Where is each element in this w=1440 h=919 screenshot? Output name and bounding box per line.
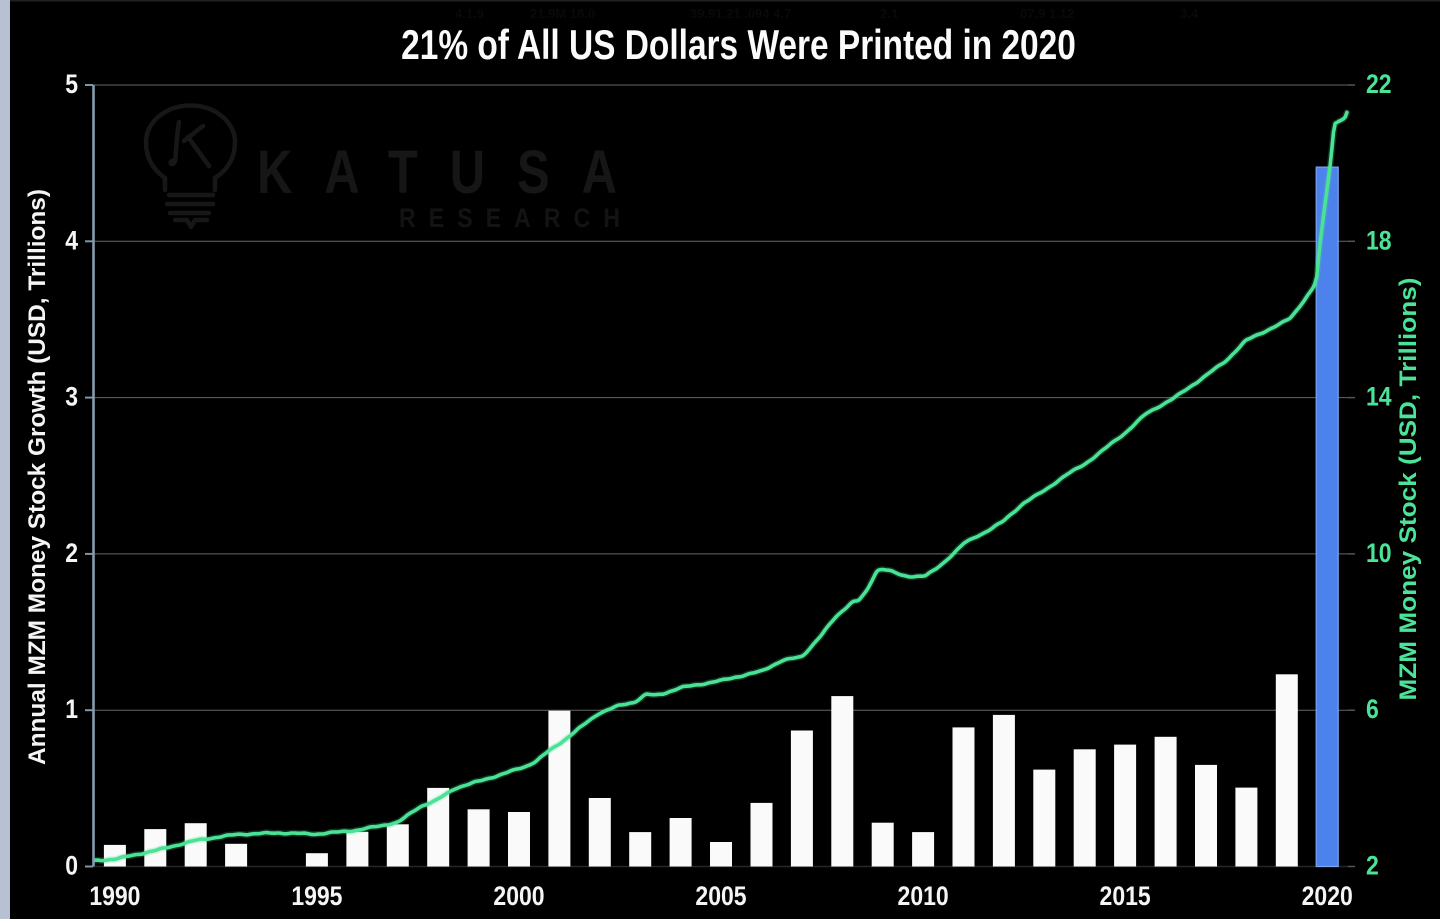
svg-text:MZM Money Stock (USD, Trillion: MZM Money Stock (USD, Trillions) [1395, 278, 1422, 701]
svg-text:5: 5 [65, 71, 78, 100]
svg-text:2020: 2020 [1302, 883, 1353, 912]
svg-text:1995: 1995 [291, 883, 342, 912]
svg-text:39.91.21 .094 4.7: 39.91.21 .094 4.7 [690, 6, 791, 21]
svg-text:3.4: 3.4 [1180, 6, 1199, 21]
svg-text:2010: 2010 [898, 883, 949, 912]
svg-text:22: 22 [1366, 71, 1392, 100]
svg-text:14: 14 [1366, 383, 1392, 412]
svg-text:Annual MZM Money Stock Growth: Annual MZM Money Stock Growth (USD, Tril… [24, 189, 51, 765]
svg-text:2: 2 [1366, 852, 1379, 881]
svg-text:4.1.9: 4.1.9 [455, 6, 484, 21]
svg-text:18: 18 [1366, 227, 1392, 256]
svg-text:2000: 2000 [493, 883, 544, 912]
svg-text:2005: 2005 [695, 883, 746, 912]
svg-text:1: 1 [65, 696, 78, 725]
svg-text:2015: 2015 [1100, 883, 1151, 912]
svg-text:2.1: 2.1 [880, 6, 898, 21]
svg-text:1990: 1990 [89, 883, 140, 912]
svg-text:6: 6 [1366, 696, 1379, 725]
svg-text:07.9 1.12: 07.9 1.12 [1020, 6, 1074, 21]
svg-text:0: 0 [65, 852, 78, 881]
svg-text:4: 4 [65, 227, 78, 256]
svg-text:10: 10 [1366, 539, 1392, 568]
svg-text:2: 2 [65, 539, 78, 568]
svg-text:3: 3 [65, 383, 78, 412]
svg-text:21% of All US Dollars Were Pri: 21% of All US Dollars Were Printed in 20… [401, 23, 1076, 69]
svg-text:21.9M 18.0: 21.9M 18.0 [530, 6, 595, 21]
